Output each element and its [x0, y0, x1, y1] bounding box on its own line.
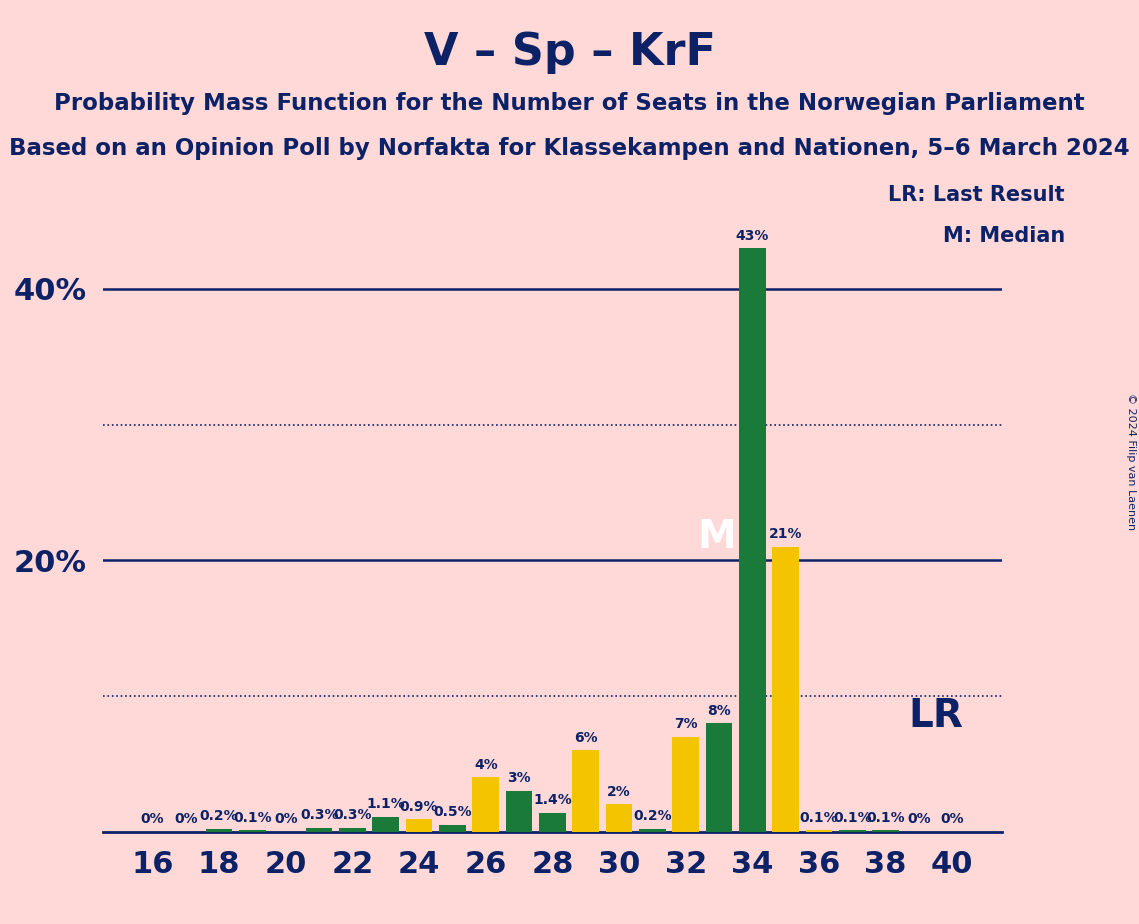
Text: 1.1%: 1.1%	[367, 797, 405, 811]
Text: 1.4%: 1.4%	[533, 793, 572, 808]
Bar	[405, 820, 433, 832]
Text: 0%: 0%	[274, 812, 297, 826]
Text: 4%: 4%	[474, 758, 498, 772]
Bar	[239, 831, 265, 832]
Bar	[606, 805, 632, 832]
Text: 21%: 21%	[769, 528, 803, 541]
Text: 3%: 3%	[507, 772, 531, 785]
Bar	[839, 831, 866, 832]
Bar	[805, 831, 833, 832]
Bar	[372, 817, 399, 832]
Bar	[639, 829, 665, 832]
Text: 43%: 43%	[736, 229, 769, 243]
Bar	[339, 828, 366, 832]
Bar	[506, 791, 532, 832]
Text: 0.1%: 0.1%	[867, 811, 906, 825]
Bar	[539, 812, 566, 832]
Text: Probability Mass Function for the Number of Seats in the Norwegian Parliament: Probability Mass Function for the Number…	[55, 92, 1084, 116]
Text: 0.1%: 0.1%	[833, 811, 871, 825]
Text: 0.1%: 0.1%	[800, 811, 838, 825]
Text: 0.2%: 0.2%	[199, 809, 238, 823]
Text: 0.5%: 0.5%	[433, 806, 472, 820]
Bar	[772, 547, 800, 832]
Bar	[473, 777, 499, 832]
Text: Based on an Opinion Poll by Norfakta for Klassekampen and Nationen, 5–6 March 20: Based on an Opinion Poll by Norfakta for…	[9, 137, 1130, 160]
Bar	[305, 828, 333, 832]
Bar	[206, 829, 232, 832]
Text: 0%: 0%	[941, 812, 964, 826]
Bar	[440, 825, 466, 832]
Bar	[672, 736, 699, 832]
Text: 0.3%: 0.3%	[334, 808, 371, 822]
Text: 7%: 7%	[674, 717, 697, 731]
Text: M: M	[697, 518, 736, 556]
Bar	[739, 249, 765, 832]
Text: 6%: 6%	[574, 731, 598, 745]
Text: 0.9%: 0.9%	[400, 800, 439, 814]
Text: 0.1%: 0.1%	[233, 811, 272, 825]
Bar	[706, 723, 732, 832]
Bar	[573, 750, 599, 832]
Text: 0%: 0%	[174, 812, 198, 826]
Text: 0%: 0%	[141, 812, 164, 826]
Text: V – Sp – KrF: V – Sp – KrF	[424, 31, 715, 75]
Text: 2%: 2%	[607, 785, 631, 799]
Text: 0.3%: 0.3%	[300, 808, 338, 822]
Text: 0%: 0%	[907, 812, 931, 826]
Text: © 2024 Filip van Laenen: © 2024 Filip van Laenen	[1125, 394, 1136, 530]
Text: 0.2%: 0.2%	[633, 809, 672, 823]
Bar	[872, 831, 899, 832]
Text: M: Median: M: Median	[943, 226, 1065, 247]
Text: 8%: 8%	[707, 704, 731, 718]
Text: LR: Last Result: LR: Last Result	[888, 185, 1065, 205]
Text: LR: LR	[908, 698, 964, 736]
